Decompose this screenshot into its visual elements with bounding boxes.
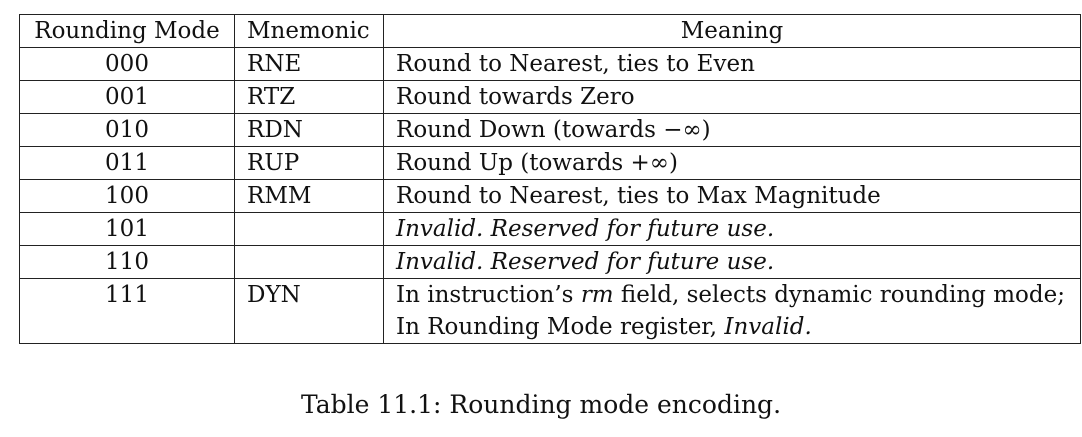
meaning-cell: In instruction’s rm field, selects dynam… [383,278,1081,344]
table-row: 000 RNE Round to Nearest, ties to Even [19,47,1081,81]
mnemonic-cell [234,212,384,246]
table-row: 001 RTZ Round towards Zero [19,80,1081,114]
meaning-cell: Round to Nearest, ties to Even [383,47,1081,81]
mode-cell: 010 [19,113,235,147]
mode-cell: 100 [19,179,235,213]
meaning-cell: Round Up (towards +∞) [383,146,1081,180]
meaning-cell: Invalid. Reserved for future use. [383,212,1081,246]
table-row: 101 Invalid. Reserved for future use. [19,212,1081,246]
mnemonic-cell [234,245,384,279]
mnemonic-cell: RUP [234,146,384,180]
meaning-cell: Round to Nearest, ties to Max Magnitude [383,179,1081,213]
invalid-term: Invalid. [724,314,812,340]
meaning-text: In instruction’s [396,282,581,308]
mnemonic-cell: DYN [234,278,384,344]
mnemonic-cell: RTZ [234,80,384,114]
mode-cell: 011 [19,146,235,180]
mode-cell: 000 [19,47,235,81]
mnemonic-cell: RDN [234,113,384,147]
mnemonic-cell: RNE [234,47,384,81]
meaning-line-1: In instruction’s rm field, selects dynam… [396,279,1068,311]
meaning-text: field, selects dynamic rounding mode; [613,282,1065,308]
meaning-cell: Round towards Zero [383,80,1081,114]
mnemonic-cell: RMM [234,179,384,213]
rm-term: rm [580,282,614,308]
meaning-text: In Rounding Mode register, [396,314,725,340]
meaning-line-2: In Rounding Mode register, Invalid. [396,311,1068,343]
mode-cell: 101 [19,212,235,246]
mode-cell: 001 [19,80,235,114]
table-header-row: Rounding Mode Mnemonic Meaning [19,14,1081,48]
meaning-cell: Round Down (towards −∞) [383,113,1081,147]
table-row: 010 RDN Round Down (towards −∞) [19,113,1081,147]
table-row: 110 Invalid. Reserved for future use. [19,245,1081,279]
column-header-meaning: Meaning [383,14,1081,48]
rounding-mode-table: Rounding Mode Mnemonic Meaning 000 RNE R… [19,14,1081,344]
column-header-mnemonic: Mnemonic [234,14,384,48]
column-header-rounding-mode: Rounding Mode [19,14,235,48]
table-row: 111 DYN In instruction’s rm field, selec… [19,278,1081,344]
meaning-cell: Invalid. Reserved for future use. [383,245,1081,279]
table-row: 011 RUP Round Up (towards +∞) [19,146,1081,180]
table-caption: Table 11.1: Rounding mode encoding. [300,390,782,419]
table-row: 100 RMM Round to Nearest, ties to Max Ma… [19,179,1081,213]
mode-cell: 111 [19,278,235,344]
mode-cell: 110 [19,245,235,279]
